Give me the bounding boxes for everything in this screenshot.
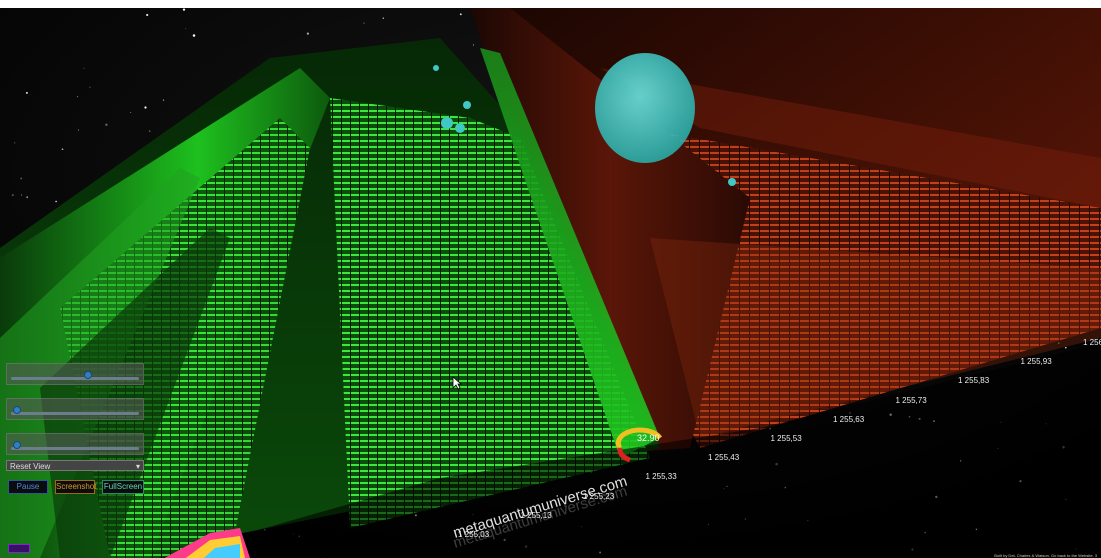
star (21, 194, 23, 196)
slider-knob[interactable] (13, 406, 22, 414)
star (89, 86, 91, 88)
star (14, 142, 16, 144)
small-volume-sphere (455, 123, 465, 133)
star (1058, 342, 1060, 344)
star (185, 28, 187, 30)
star (55, 200, 57, 203)
slider-track[interactable] (11, 371, 139, 380)
menu-toggle[interactable] (8, 544, 30, 553)
star (11, 194, 14, 197)
price-axis-label: 1 255,13 (520, 510, 552, 520)
star (129, 111, 132, 114)
price-axis-label: 1 255,33 (645, 472, 677, 482)
slider-panel-1[interactable] (6, 363, 144, 385)
price-axis-label: 1 255,93 (1020, 357, 1052, 367)
price-axis-label: 1 255,53 (770, 434, 802, 443)
preset-select-value: Reset View (10, 462, 51, 471)
star (363, 22, 365, 24)
price-axis-label: 1 256,0 (1083, 338, 1101, 347)
small-volume-sphere (433, 65, 439, 71)
price-axis-label: 1 255,63 (833, 414, 865, 424)
slider-knob[interactable] (13, 441, 22, 449)
credits-text: Built by DeL Charles & Watson, Go back t… (994, 553, 1097, 558)
star (61, 148, 64, 151)
slider-knob[interactable] (83, 371, 92, 379)
slider-panel-2[interactable] (6, 398, 144, 420)
star (162, 99, 165, 101)
price-axis-label: 1 255,23 (583, 491, 615, 501)
star (148, 130, 151, 132)
chevron-down-icon: ▾ (135, 462, 140, 471)
volume-spheres (433, 53, 736, 186)
star (144, 106, 147, 109)
price-axis-label: 1 255,43 (708, 453, 740, 463)
preset-select[interactable]: Reset View ▾ (6, 460, 144, 471)
rotation-value: 32.90 (637, 433, 660, 443)
pause-button[interactable]: Pause (8, 480, 48, 494)
star (20, 177, 23, 180)
star (182, 8, 186, 11)
star (26, 196, 29, 199)
slider-panel-3[interactable] (6, 433, 144, 455)
mouse-cursor-icon (452, 376, 462, 390)
star (77, 96, 79, 98)
star (25, 91, 28, 94)
star (306, 32, 309, 35)
star (77, 129, 79, 131)
small-volume-sphere (441, 117, 453, 129)
star (83, 67, 85, 69)
depth-chart-3d-view[interactable]: metaquantumuniverse.com metaquantumunive… (0, 8, 1101, 558)
fullscreen-button[interactable]: FullScreen (102, 480, 144, 494)
price-axis-label: 1 255,03 (458, 530, 490, 539)
small-volume-sphere (463, 101, 471, 109)
slider-track[interactable] (11, 441, 139, 450)
orderbook-3d-scene[interactable]: metaquantumuniverse.com metaquantumunive… (0, 8, 1101, 558)
star (1064, 346, 1067, 349)
star (146, 13, 149, 17)
star (105, 123, 108, 126)
small-volume-sphere (728, 178, 736, 186)
star (459, 13, 462, 16)
star (382, 17, 384, 19)
price-axis-label: 1 255,73 (895, 395, 927, 405)
large-volume-sphere (595, 53, 695, 163)
slider-track[interactable] (11, 406, 139, 415)
screenshot-button[interactable]: Screenshot (55, 480, 96, 494)
star (472, 44, 474, 46)
star (192, 34, 196, 37)
rotation-gizmo (615, 427, 663, 463)
color-wheel-widget (164, 528, 250, 558)
price-axis-label: 1 255,83 (958, 376, 990, 386)
chart-floor (160, 343, 1101, 558)
